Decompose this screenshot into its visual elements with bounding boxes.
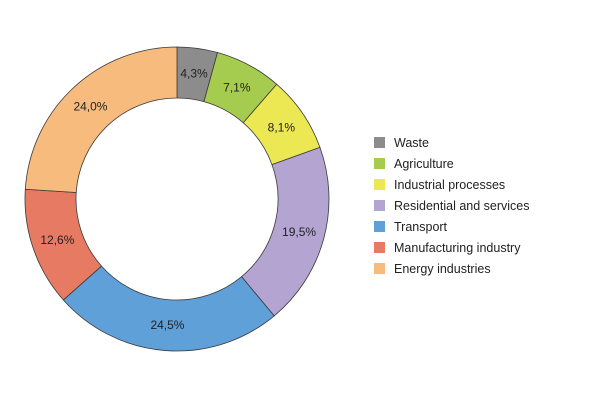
legend-label-transport: Transport [394, 220, 448, 234]
legend-swatch-waste [374, 137, 385, 148]
legend-swatch-industrial-processes [374, 179, 385, 190]
slice-energy-industries [24, 46, 178, 193]
slice-label-industrial-processes: 8,1% [268, 120, 296, 134]
slice-label-agriculture: 7,1% [223, 81, 251, 95]
legend-swatch-manufacturing-industry [374, 242, 385, 253]
donut-slices [24, 46, 330, 352]
slice-labels: 4,3% 7,1% 8,1% 19,5% 24,5% 12,6% 24,0% [40, 67, 316, 332]
legend-label-residential-and-services: Residential and services [394, 199, 530, 213]
legend-swatch-energy-industries [374, 263, 385, 274]
legend-label-industrial-processes: Industrial processes [394, 178, 505, 192]
slice-label-waste: 4,3% [180, 67, 208, 81]
slice-label-manufacturing-industry: 12,6% [40, 233, 74, 247]
legend-label-waste: Waste [394, 136, 429, 150]
legend-swatch-transport [374, 221, 385, 232]
legend-label-energy-industries: Energy industries [394, 262, 491, 276]
legend-swatch-agriculture [374, 158, 385, 169]
legend-label-manufacturing-industry: Manufacturing industry [394, 241, 521, 255]
slice-label-residential-and-services: 19,5% [282, 225, 316, 239]
legend-swatch-residential-and-services [374, 200, 385, 211]
legend: Waste Agriculture Industrial processes Resi… [374, 136, 530, 276]
slice-label-transport: 24,5% [150, 318, 184, 332]
legend-label-agriculture: Agriculture [394, 157, 454, 171]
slice-transport [62, 265, 275, 352]
slice-label-energy-industries: 24,0% [73, 100, 107, 114]
